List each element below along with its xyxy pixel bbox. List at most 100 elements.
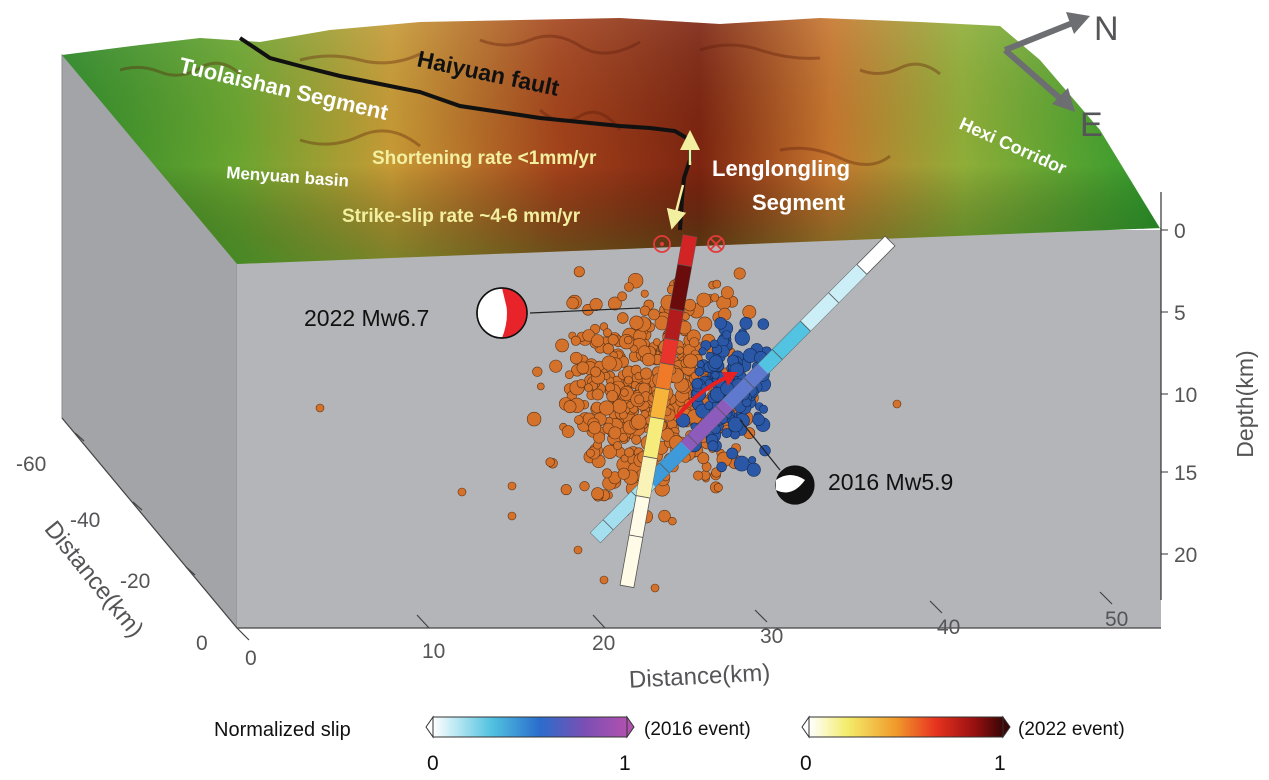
aftershock-dot — [579, 481, 590, 492]
aftershock-dot — [617, 291, 628, 302]
aftershock-dot — [573, 266, 585, 278]
aftershock-dot — [315, 403, 325, 413]
y-tick-neg60: -60 — [16, 453, 46, 476]
compass-rose — [1003, 12, 1090, 112]
aftershock-dot — [713, 483, 723, 493]
aftershock-dot — [563, 400, 577, 414]
aftershock-dot — [746, 462, 761, 477]
aftershock-dot — [599, 575, 609, 585]
x-tick-20: 20 — [592, 632, 615, 655]
aftershock-dot — [608, 296, 622, 311]
aftershock-dot — [584, 383, 593, 393]
strikeslip-arrow — [666, 184, 687, 230]
aftershock-dot — [694, 367, 705, 377]
aftershock-dot — [507, 511, 517, 521]
aftershock-dot — [716, 461, 727, 473]
aftershock-dot — [676, 413, 691, 428]
colorbar-title: Normalized slip — [214, 719, 351, 741]
aftershock-dot — [569, 351, 583, 365]
event-2022-label: 2022 Mw6.7 — [304, 305, 429, 331]
x-tick-50: 50 — [1105, 608, 1128, 631]
aftershock-dot — [561, 425, 575, 438]
colorbar-2022 — [801, 715, 1011, 739]
aftershock-dot — [620, 454, 629, 463]
aftershock-dot — [758, 404, 768, 414]
x-tick-30: 30 — [760, 625, 783, 648]
aftershock-dot — [617, 312, 629, 324]
aftershock-dot — [591, 487, 604, 501]
aftershock-dot — [710, 293, 720, 302]
aftershock-dot — [708, 355, 723, 369]
x-axis — [236, 591, 1161, 641]
aftershock-dot — [629, 315, 644, 330]
y-tick-neg20: -20 — [120, 570, 150, 593]
colorbar-2022-max: 1 — [994, 752, 1006, 775]
aftershock-dot — [675, 346, 684, 355]
aftershock-dot — [652, 338, 661, 346]
aftershock-dot — [590, 366, 601, 378]
aftershock-dot — [634, 394, 645, 405]
aftershock-dot — [892, 399, 902, 409]
aftershock-dot — [570, 335, 581, 346]
aftershock-dot — [733, 267, 746, 280]
aftershock-dot — [697, 316, 713, 332]
aftershock-dot — [696, 360, 705, 368]
depth-tick-5: 5 — [1174, 302, 1186, 325]
aftershock-dot — [704, 401, 714, 410]
aftershock-dot — [602, 343, 615, 355]
aftershock-dot — [560, 484, 572, 496]
colorbar-2016-note: (2016 event) — [644, 719, 751, 740]
compass-east-label: E — [1080, 106, 1103, 144]
y-tick-neg40: -40 — [70, 509, 100, 532]
event-2016-label: 2016 Mw5.9 — [828, 469, 953, 495]
aftershock-dot — [555, 338, 569, 353]
aftershock-dot — [668, 516, 677, 526]
aftershock-dot — [599, 400, 615, 416]
colorbar-2016-min: 0 — [427, 752, 439, 775]
aftershock-dot — [631, 434, 642, 445]
aftershock-dot — [689, 337, 700, 348]
aftershock-dot — [697, 452, 710, 465]
aftershock-dot — [739, 316, 753, 330]
leader-2022 — [529, 307, 641, 314]
aftershock-dot — [727, 416, 744, 433]
x-tick-40: 40 — [937, 616, 960, 639]
aftershock-dot — [574, 415, 584, 425]
terrain-surface — [62, 18, 1161, 264]
aftershock-dot — [650, 583, 660, 593]
aftershock-dot — [591, 388, 604, 401]
aftershock-dot — [714, 317, 727, 330]
beachball-2016 — [775, 465, 815, 505]
aftershock-dot — [576, 361, 590, 375]
leader-2016 — [739, 419, 781, 471]
aftershock-dot — [601, 355, 617, 371]
aftershock-dot — [721, 286, 734, 299]
slip-direction-arrow — [674, 374, 731, 420]
aftershock-dot — [588, 421, 602, 435]
aftershock-dot — [532, 366, 543, 377]
aftershock-dot — [691, 378, 703, 390]
aftershock-dot — [620, 388, 629, 397]
slip-arrow-head — [722, 372, 738, 386]
lenglongling-label-line2: Segment — [752, 190, 846, 215]
aftershock-dot — [721, 428, 732, 439]
aftershock-dot — [624, 447, 635, 458]
aftershock-dot — [748, 456, 757, 465]
aftershock-dot — [564, 370, 574, 380]
depth-tick-10: 10 — [1174, 384, 1197, 407]
aftershock-dot — [545, 457, 555, 467]
aftershock-dot — [624, 375, 633, 385]
x-tick-10: 10 — [422, 640, 445, 663]
aftershock-dot — [742, 305, 757, 319]
aftershock-dot — [591, 334, 605, 348]
aftershock-dot — [526, 411, 542, 427]
aftershock-dot — [712, 279, 722, 289]
aftershock-dot — [707, 440, 719, 452]
aftershock-dot — [576, 379, 586, 389]
aftershock-dot — [586, 448, 595, 458]
aftershock-dot — [734, 330, 750, 346]
aftershock-dot — [641, 353, 656, 367]
aftershock-dot — [602, 468, 613, 479]
aftershock-dot — [566, 296, 579, 310]
aftershock-dot — [630, 414, 647, 430]
